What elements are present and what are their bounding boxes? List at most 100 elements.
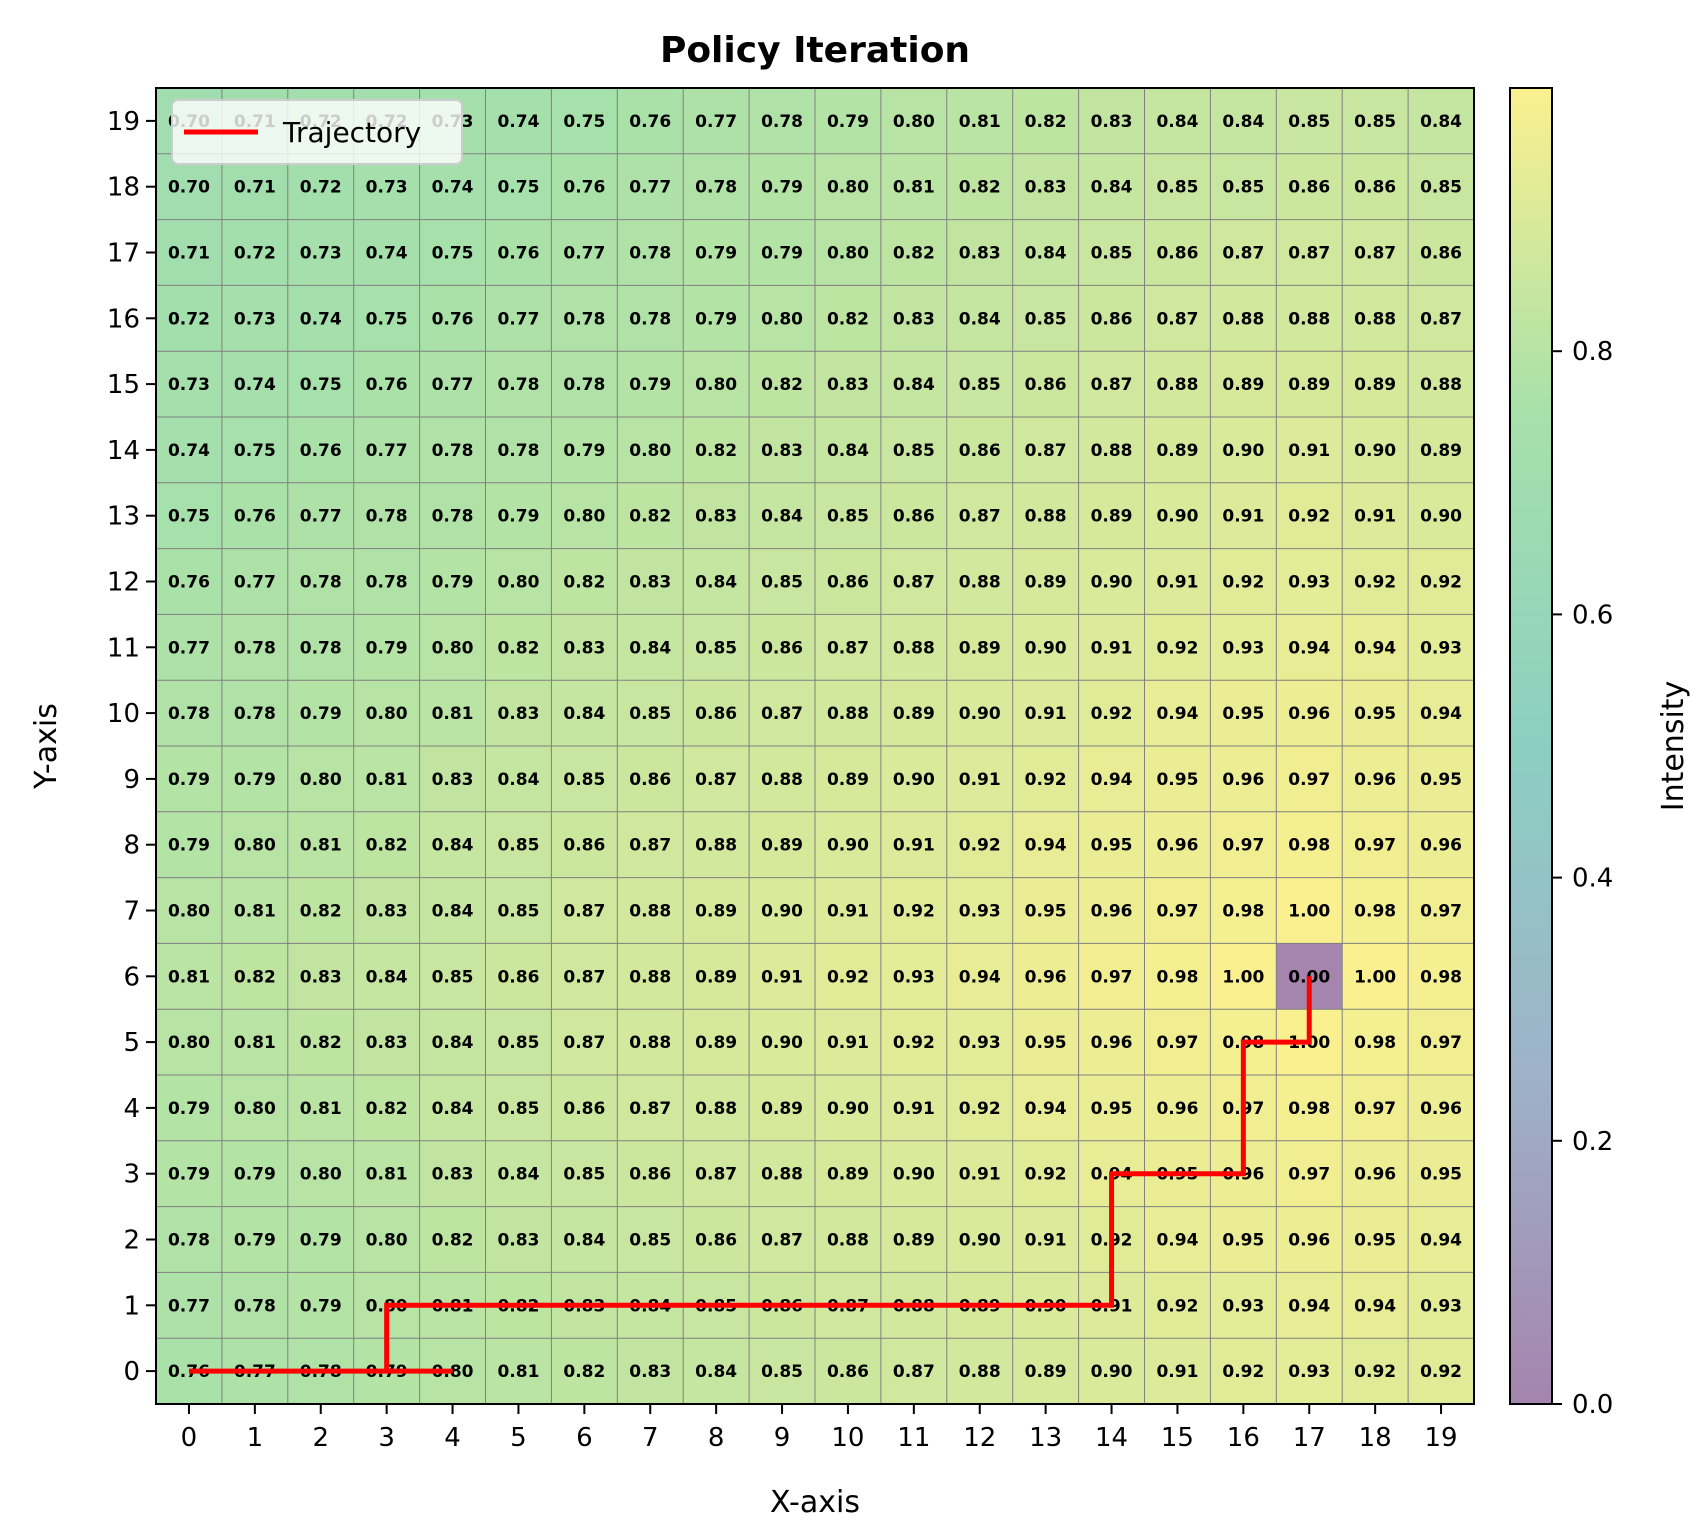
heatmap-cell bbox=[1210, 943, 1277, 1010]
cell-value-label: 0.80 bbox=[234, 1099, 276, 1119]
heatmap-cell bbox=[551, 811, 618, 879]
cell-value-label: 0.92 bbox=[1222, 1362, 1264, 1382]
cell-value-label: 0.82 bbox=[959, 178, 1001, 198]
heatmap-cell bbox=[419, 351, 487, 418]
cell-value-label: 0.77 bbox=[234, 573, 276, 593]
cell-value-label: 0.85 bbox=[563, 770, 605, 790]
heatmap-cell bbox=[1078, 614, 1146, 681]
heatmap-cell bbox=[1276, 482, 1343, 550]
heatmap-cell bbox=[1012, 351, 1080, 418]
heatmap-cell bbox=[1144, 1075, 1211, 1142]
heatmap-cell bbox=[617, 1338, 684, 1404]
heatmap-cell bbox=[287, 1009, 355, 1076]
heatmap-cell bbox=[1012, 88, 1080, 155]
cell-value-label: 0.79 bbox=[300, 704, 342, 724]
heatmap-cell bbox=[485, 1140, 552, 1208]
heatmap-cell bbox=[946, 680, 1014, 747]
cell-value-label: 0.98 bbox=[1354, 1033, 1396, 1053]
cell-value-label: 0.84 bbox=[432, 1099, 474, 1119]
cell-value-label: 0.87 bbox=[563, 967, 605, 987]
cell-value-label: 0.79 bbox=[366, 638, 408, 658]
heatmap-cell bbox=[1012, 877, 1080, 944]
cell-value-label: 0.84 bbox=[959, 309, 1001, 329]
cell-value-label: 0.83 bbox=[959, 244, 1001, 264]
heatmap-cell bbox=[221, 943, 289, 1010]
cell-value-label: 0.87 bbox=[695, 770, 737, 790]
cell-value-label: 0.77 bbox=[300, 507, 342, 527]
heatmap-cell bbox=[287, 1272, 355, 1339]
heatmap-cell bbox=[551, 285, 618, 352]
cell-value-label: 0.80 bbox=[497, 573, 539, 593]
heatmap-cell bbox=[156, 680, 223, 747]
heatmap-cell bbox=[1144, 219, 1211, 286]
heatmap-cell bbox=[683, 351, 750, 418]
heatmap-cell bbox=[1408, 1272, 1474, 1339]
cell-value-label: 0.93 bbox=[959, 1033, 1001, 1053]
heatmap-cell bbox=[880, 548, 948, 615]
cell-value-label: 0.94 bbox=[1025, 836, 1067, 856]
heatmap-cell bbox=[1408, 1140, 1474, 1208]
heatmap-cell bbox=[221, 1140, 289, 1208]
heatmap-cell bbox=[749, 88, 816, 155]
heatmap-cell bbox=[1078, 88, 1146, 155]
heatmap-cell bbox=[880, 219, 948, 286]
heatmap-cell bbox=[1078, 1075, 1146, 1142]
heatmap-cell bbox=[617, 417, 684, 484]
heatmap-cell bbox=[1210, 153, 1277, 221]
cell-value-label: 0.71 bbox=[234, 178, 276, 198]
heatmap-cell bbox=[1144, 680, 1211, 747]
cell-value-label: 0.84 bbox=[563, 1231, 605, 1251]
heatmap-cell bbox=[749, 285, 816, 352]
cell-value-label: 0.89 bbox=[827, 770, 869, 790]
heatmap-cell bbox=[749, 548, 816, 615]
cell-value-label: 0.83 bbox=[827, 375, 869, 395]
heatmap-cell bbox=[1078, 943, 1146, 1010]
cell-value-label: 0.76 bbox=[366, 375, 408, 395]
cell-value-label: 0.97 bbox=[1091, 967, 1133, 987]
heatmap-cell bbox=[287, 680, 355, 747]
heatmap-cell bbox=[946, 482, 1014, 550]
cell-value-label: 0.88 bbox=[827, 704, 869, 724]
y-tick-label: 3 bbox=[123, 1160, 140, 1190]
cell-value-label: 0.88 bbox=[959, 1362, 1001, 1382]
cell-value-label: 0.89 bbox=[827, 1165, 869, 1185]
cell-value-label: 0.94 bbox=[1354, 638, 1396, 658]
x-axis-ticks: 0 1 2 3 4 5 6 7 8 9 10 11 12 13 14 15 16 17 18 19 bbox=[181, 1404, 1458, 1453]
cell-value-label: 0.87 bbox=[629, 1099, 671, 1119]
heatmap-cell bbox=[1342, 417, 1409, 484]
heatmap-cell bbox=[880, 351, 948, 418]
cell-value-label: 0.77 bbox=[366, 441, 408, 461]
heatmap-cell bbox=[353, 351, 421, 418]
heatmap-cell bbox=[1210, 1206, 1277, 1273]
heatmap-cell bbox=[1012, 746, 1080, 813]
heatmap-cell bbox=[1342, 482, 1409, 550]
cell-value-label: 0.81 bbox=[300, 836, 342, 856]
heatmap-cell bbox=[1210, 285, 1277, 352]
y-tick-label: 7 bbox=[123, 897, 140, 927]
heatmap-cell bbox=[353, 1009, 421, 1076]
heatmap-cell bbox=[1210, 614, 1277, 681]
heatmap-cell bbox=[683, 811, 750, 879]
cell-value-label: 0.91 bbox=[1091, 638, 1133, 658]
cell-value-label: 0.92 bbox=[1025, 1165, 1067, 1185]
heatmap-cell bbox=[287, 482, 355, 550]
cell-value-label: 0.94 bbox=[1420, 1231, 1462, 1251]
colorbar-tick-label: 0.6 bbox=[1572, 600, 1613, 630]
cell-value-label: 0.86 bbox=[827, 573, 869, 593]
cell-value-label: 0.94 bbox=[1025, 1099, 1067, 1119]
cell-value-label: 0.79 bbox=[827, 112, 869, 132]
cell-value-label: 0.93 bbox=[1420, 638, 1462, 658]
heatmap-cell bbox=[156, 482, 223, 550]
heatmap-cell bbox=[287, 811, 355, 879]
cell-value-label: 0.97 bbox=[1354, 1099, 1396, 1119]
colorbar-tick-label: 0.8 bbox=[1572, 337, 1613, 367]
cell-value-label: 0.89 bbox=[1091, 507, 1133, 527]
heatmap-cell bbox=[880, 1338, 948, 1404]
cell-value-label: 0.92 bbox=[1288, 507, 1330, 527]
colorbar-tick-label: 0.2 bbox=[1572, 1127, 1613, 1157]
heatmap-cell bbox=[946, 943, 1014, 1010]
heatmap-cell bbox=[1210, 351, 1277, 418]
heatmap-cell bbox=[1144, 614, 1211, 681]
heatmap-cell bbox=[551, 1338, 618, 1404]
